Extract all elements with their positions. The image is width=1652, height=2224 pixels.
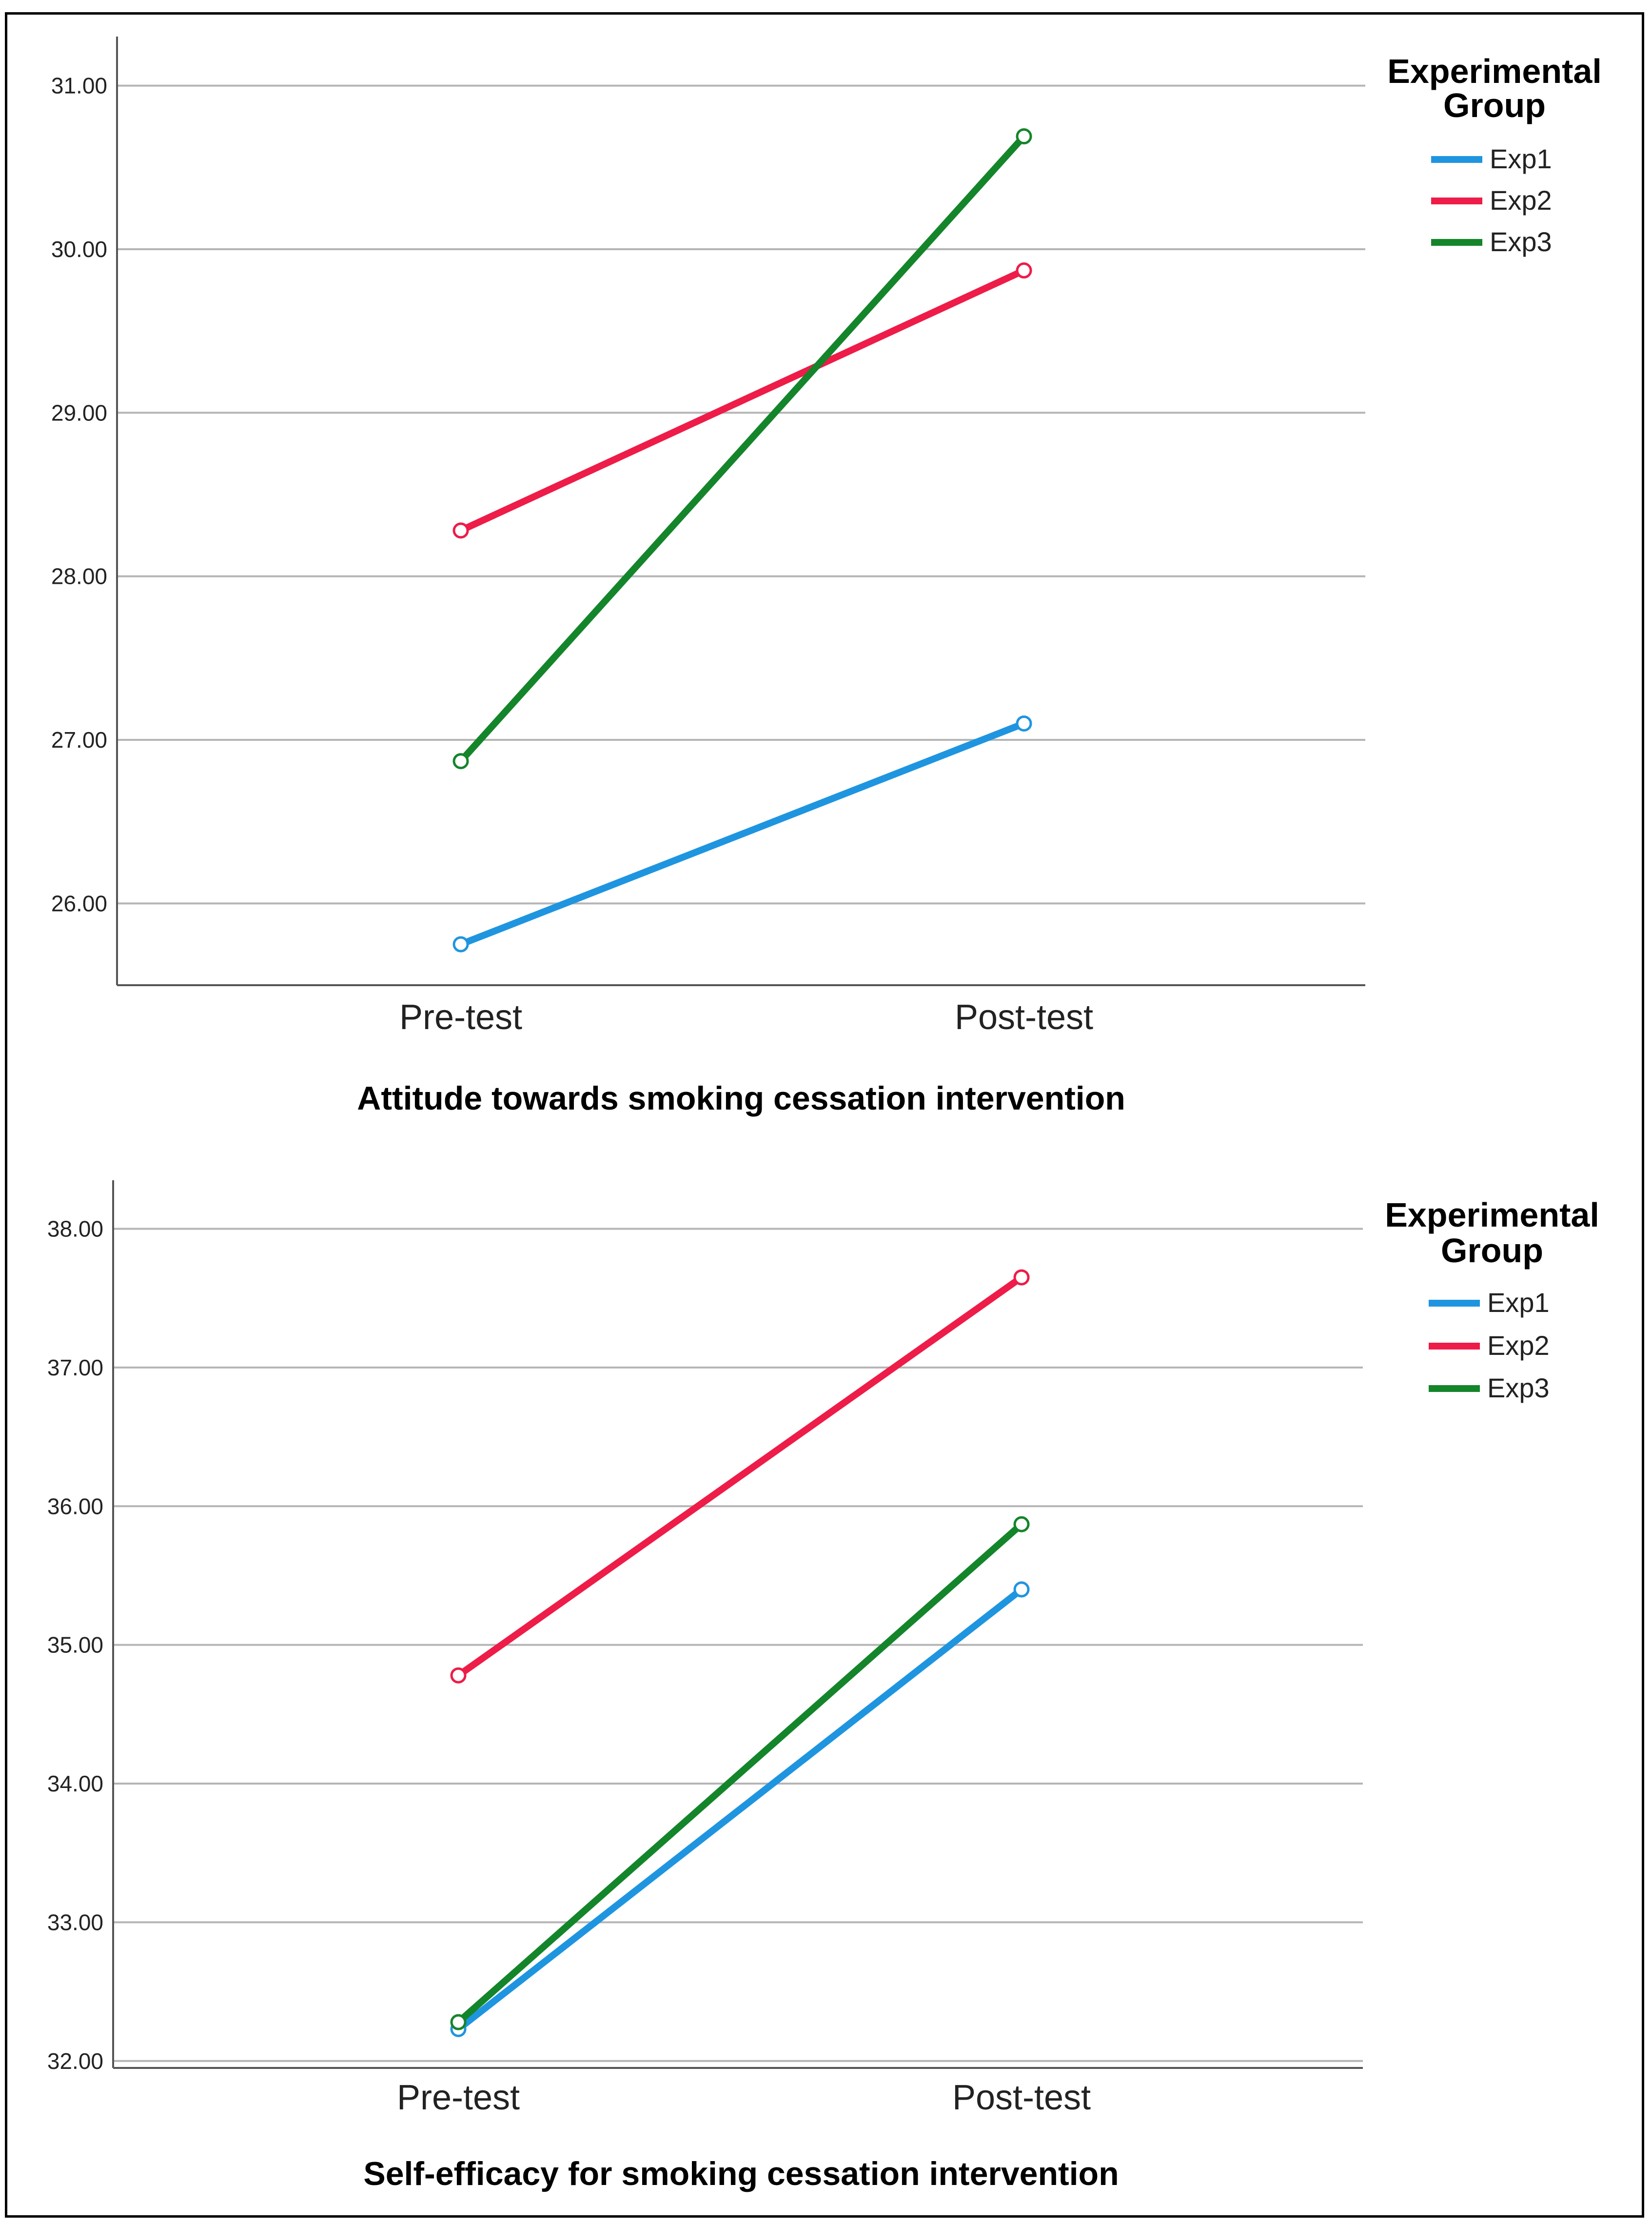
legend-title: Experimental <box>1385 1196 1599 1234</box>
y-tick-label: 31.00 <box>51 73 107 99</box>
x-axis-title: Self-efficacy for smoking cessation inte… <box>363 2155 1119 2192</box>
y-tick-label: 35.00 <box>47 1632 103 1658</box>
data-point-exp1 <box>1016 715 1032 732</box>
legend-label-exp2: Exp2 <box>1487 1330 1550 1361</box>
x-axis-title: Attitude towards smoking cessation inter… <box>357 1080 1125 1117</box>
y-tick-label: 26.00 <box>51 891 107 916</box>
y-tick-label: 28.00 <box>51 564 107 589</box>
data-point-exp3 <box>1016 128 1032 145</box>
data-point-exp2 <box>1013 1269 1030 1286</box>
series-line-exp2 <box>455 1274 1025 1679</box>
y-tick-label: 32.00 <box>47 2048 103 2074</box>
x-tick-label: Pre-test <box>397 2078 520 2117</box>
data-point-exp3 <box>452 753 469 770</box>
data-point-exp2 <box>450 1667 467 1684</box>
data-point-exp3 <box>1013 1516 1030 1532</box>
data-point-exp3 <box>450 2014 467 2030</box>
series-line-exp1 <box>457 720 1027 948</box>
x-tick-label: Post-test <box>955 998 1093 1037</box>
figure-frame <box>5 12 1644 2218</box>
y-tick-label: 30.00 <box>51 237 107 262</box>
legend-label-exp3: Exp3 <box>1490 226 1552 257</box>
y-tick-label: 33.00 <box>47 1909 103 1935</box>
data-point-exp1 <box>1013 1581 1030 1598</box>
data-point-exp2 <box>1016 262 1032 279</box>
series-line-exp2 <box>457 267 1027 534</box>
series-line-exp3 <box>455 1521 1025 2026</box>
legend-title: Experimental <box>1387 52 1602 90</box>
series-line-exp1 <box>455 1586 1025 2033</box>
x-tick-label: Post-test <box>952 2078 1091 2117</box>
legend-label-exp1: Exp1 <box>1487 1287 1550 1318</box>
y-tick-label: 38.00 <box>47 1216 103 1242</box>
data-point-exp2 <box>452 522 469 539</box>
x-tick-label: Pre-test <box>399 998 522 1037</box>
legend-label-exp3: Exp3 <box>1487 1372 1550 1403</box>
legend-title: Group <box>1441 1231 1543 1270</box>
y-tick-label: 27.00 <box>51 727 107 753</box>
data-point-exp1 <box>452 936 469 953</box>
y-tick-label: 36.00 <box>47 1493 103 1519</box>
y-tick-label: 29.00 <box>51 400 107 425</box>
y-tick-label: 37.00 <box>47 1355 103 1380</box>
legend-title: Group <box>1443 86 1546 124</box>
y-tick-label: 34.00 <box>47 1771 103 1796</box>
legend-label-exp2: Exp2 <box>1490 185 1552 216</box>
legend-label-exp1: Exp1 <box>1490 143 1552 174</box>
series-line-exp3 <box>457 133 1027 765</box>
